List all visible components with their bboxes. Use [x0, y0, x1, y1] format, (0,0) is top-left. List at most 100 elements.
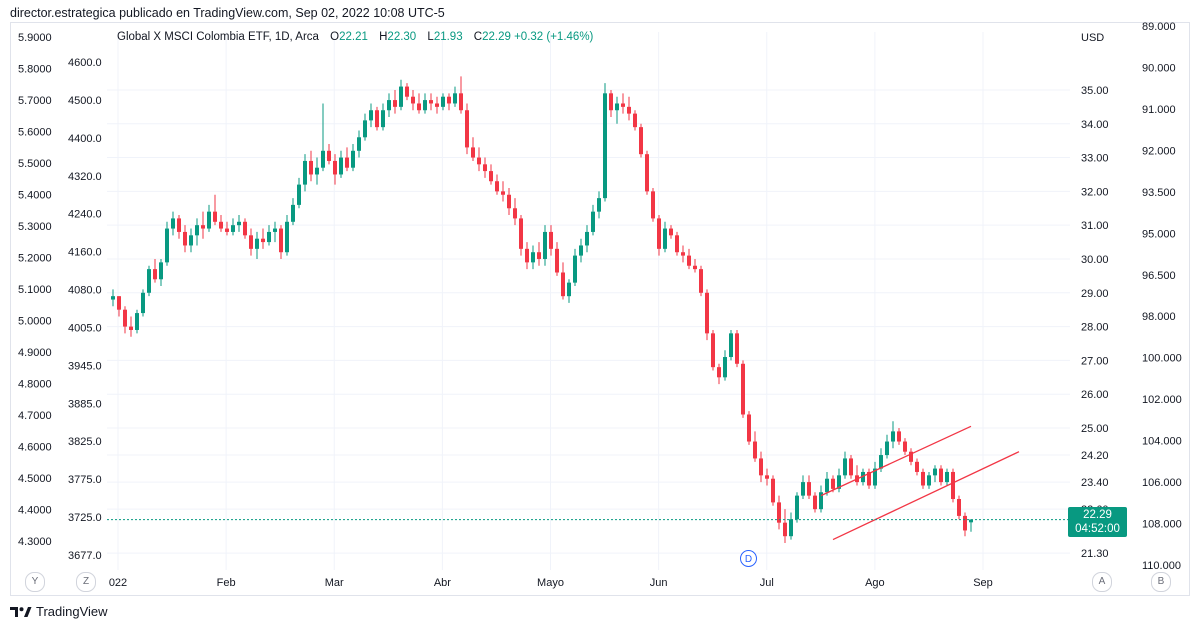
left-inner-tick: 4240.0 — [68, 209, 102, 221]
candle-body — [831, 478, 835, 489]
x-axis-tick: Abr — [434, 577, 451, 589]
candle-body — [531, 252, 535, 263]
candle-body — [147, 269, 151, 293]
dividend-event-marker[interactable]: D — [740, 550, 757, 567]
candle-body — [597, 198, 601, 212]
candle-body — [555, 248, 559, 273]
left-outer-tick: 4.9000 — [18, 347, 52, 359]
left-inner-tick: 3677.0 — [68, 550, 102, 562]
right-price-tick: 31.00 — [1081, 220, 1109, 232]
candle-body — [609, 93, 613, 111]
left-outer-tick: 5.7000 — [18, 95, 52, 107]
candle-body — [891, 431, 895, 442]
candle-body — [933, 468, 937, 476]
change-value: +0.32 (+1.46%) — [514, 31, 594, 43]
candle-body — [591, 211, 595, 232]
close-label: C — [473, 31, 483, 43]
candle-body — [645, 154, 649, 192]
candle-body — [285, 221, 289, 253]
candle-body — [189, 235, 193, 246]
left-outer-tick: 5.1000 — [18, 284, 52, 296]
candle-body — [795, 495, 799, 520]
candle-body — [807, 482, 811, 496]
candle-body — [183, 231, 187, 246]
candle-body — [621, 103, 625, 107]
candle-body — [477, 157, 481, 165]
candle-body — [249, 235, 253, 249]
high-label: H — [379, 31, 388, 43]
candle-body — [543, 231, 547, 259]
right-price-tick: 30.00 — [1081, 254, 1109, 266]
candle-body — [321, 150, 325, 168]
right-price-tick: 29.00 — [1081, 288, 1109, 300]
left-inner-tick: 4500.0 — [68, 95, 102, 107]
right-outer-tick: 91.000 — [1142, 104, 1176, 116]
candle-body — [603, 93, 607, 199]
candle-body — [783, 522, 787, 537]
candle-body — [405, 86, 409, 97]
footer-brand[interactable]: TradingView — [36, 604, 108, 619]
candle-body — [585, 231, 589, 246]
left-outer-tick: 5.8000 — [18, 64, 52, 76]
candle-body — [129, 326, 133, 330]
right-outer-tick: 100.000 — [1142, 353, 1182, 365]
candle-body — [333, 160, 337, 175]
open-value: 22.21 — [339, 31, 368, 43]
candle-body — [465, 110, 469, 148]
x-axis-tick: Feb — [217, 577, 236, 589]
candle-body — [525, 248, 529, 263]
right-outer-tick: 102.000 — [1142, 394, 1182, 406]
symbol-name: Global X MSCI Colombia ETF, 1D, Arca — [117, 31, 319, 43]
candle-body — [153, 269, 157, 280]
x-axis-tick: Jul — [760, 577, 774, 589]
left-inner-tick: 4600.0 — [68, 57, 102, 69]
candle-body — [363, 120, 367, 138]
x-axis-tick: 022 — [109, 577, 127, 589]
candle-body — [171, 218, 175, 229]
symbol-legend[interactable]: Global X MSCI Colombia ETF, 1D, Arca O22… — [117, 31, 593, 43]
nav-button-a[interactable]: A — [1092, 572, 1112, 592]
candle-body — [747, 414, 751, 442]
candle-body — [351, 150, 355, 168]
candle-body — [135, 313, 139, 330]
candle-body — [717, 367, 721, 378]
candle-body — [435, 103, 439, 107]
left-inner-tick: 4320.0 — [68, 171, 102, 183]
x-axis-tick: Mayo — [537, 577, 564, 589]
candle-body — [429, 100, 433, 104]
right-outer-tick: 104.000 — [1142, 436, 1182, 448]
left-inner-tick: 4400.0 — [68, 133, 102, 145]
candle-body — [255, 238, 259, 249]
candle-body — [765, 475, 769, 479]
left-outer-tick: 4.5000 — [18, 473, 52, 485]
x-axis-tick: Ago — [865, 577, 885, 589]
candle-body — [825, 478, 829, 493]
right-outer-tick: 95.000 — [1142, 228, 1176, 240]
candle-body — [801, 482, 805, 496]
x-axis-tick: Mar — [325, 577, 344, 589]
candle-body — [615, 103, 619, 111]
right-price-tick: 28.00 — [1081, 322, 1109, 334]
currency-label: USD — [1081, 32, 1104, 44]
nav-button-z[interactable]: Z — [76, 572, 96, 592]
candle-body — [447, 96, 451, 104]
candle-body — [345, 157, 349, 168]
candle-body — [963, 515, 967, 531]
open-label: O — [330, 31, 340, 43]
candles — [111, 76, 973, 543]
candle-body — [699, 269, 703, 293]
candle-body — [267, 231, 271, 243]
nav-button-b[interactable]: B — [1151, 572, 1171, 592]
right-price-tick: 35.00 — [1081, 85, 1109, 97]
candle-body — [885, 441, 889, 456]
candle-body — [141, 292, 145, 314]
candle-body — [453, 93, 457, 104]
candle-body — [177, 218, 181, 232]
low-label: L — [427, 31, 434, 43]
nav-button-y[interactable]: Y — [25, 572, 45, 592]
right-price-tick: 32.00 — [1081, 186, 1109, 198]
left-outer-tick: 5.2000 — [18, 253, 52, 265]
close-value: 22.29 — [482, 31, 511, 43]
chart-frame[interactable] — [10, 22, 1190, 596]
